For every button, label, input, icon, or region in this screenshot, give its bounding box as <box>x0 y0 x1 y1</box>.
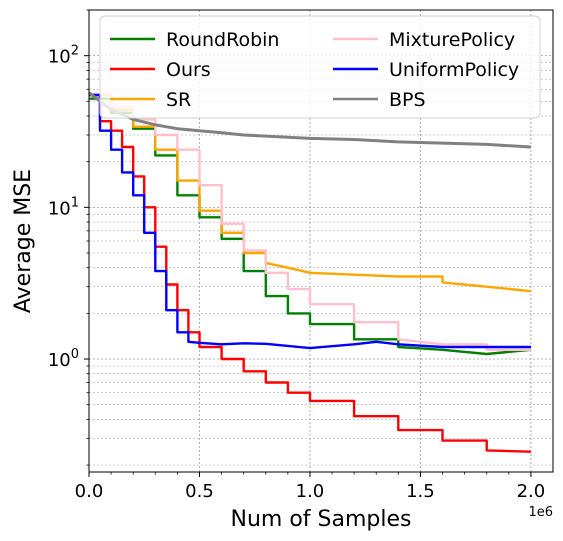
legend-entry-label: BPS <box>389 89 426 111</box>
y-tick-label: 100 <box>48 347 79 371</box>
series-lines <box>88 91 532 453</box>
legend: RoundRobin Ours SR MixturePolicy UniformPoli… <box>99 15 541 119</box>
legend-entry-label: RoundRobin <box>166 29 279 51</box>
series-line-mixturepolicy <box>89 92 531 351</box>
x-axis-label: Num of Samples <box>231 507 412 532</box>
x-tick-label: 0.5 <box>185 481 214 502</box>
series-line-bps <box>88 91 531 149</box>
series-line-sr <box>89 93 532 293</box>
y-axis-label: Average MSE <box>11 169 36 313</box>
legend-box <box>99 15 541 119</box>
y-tick-label: 101 <box>48 195 79 219</box>
legend-entry-label: MixturePolicy <box>389 29 515 51</box>
series-line-ours <box>89 93 531 453</box>
legend-entry-label: Ours <box>166 59 211 81</box>
x-tick-label: 0.0 <box>75 481 104 502</box>
x-tick-label: 2.0 <box>517 481 546 502</box>
legend-entry-label: SR <box>166 89 191 111</box>
x-tick-label: 1.5 <box>406 481 435 502</box>
x-tick-label: 1.0 <box>296 481 325 502</box>
legend-entry-label: UniformPolicy <box>389 59 519 81</box>
series-line-roundrobin <box>89 97 532 356</box>
x-axis-offset-label: 1e6 <box>528 505 553 520</box>
axis-ticks: 0.0 0.5 1.0 1.5 2.0 100 101 102 <box>48 9 546 502</box>
series-line-uniformpolicy <box>89 93 531 350</box>
y-tick-label: 102 <box>48 44 79 68</box>
